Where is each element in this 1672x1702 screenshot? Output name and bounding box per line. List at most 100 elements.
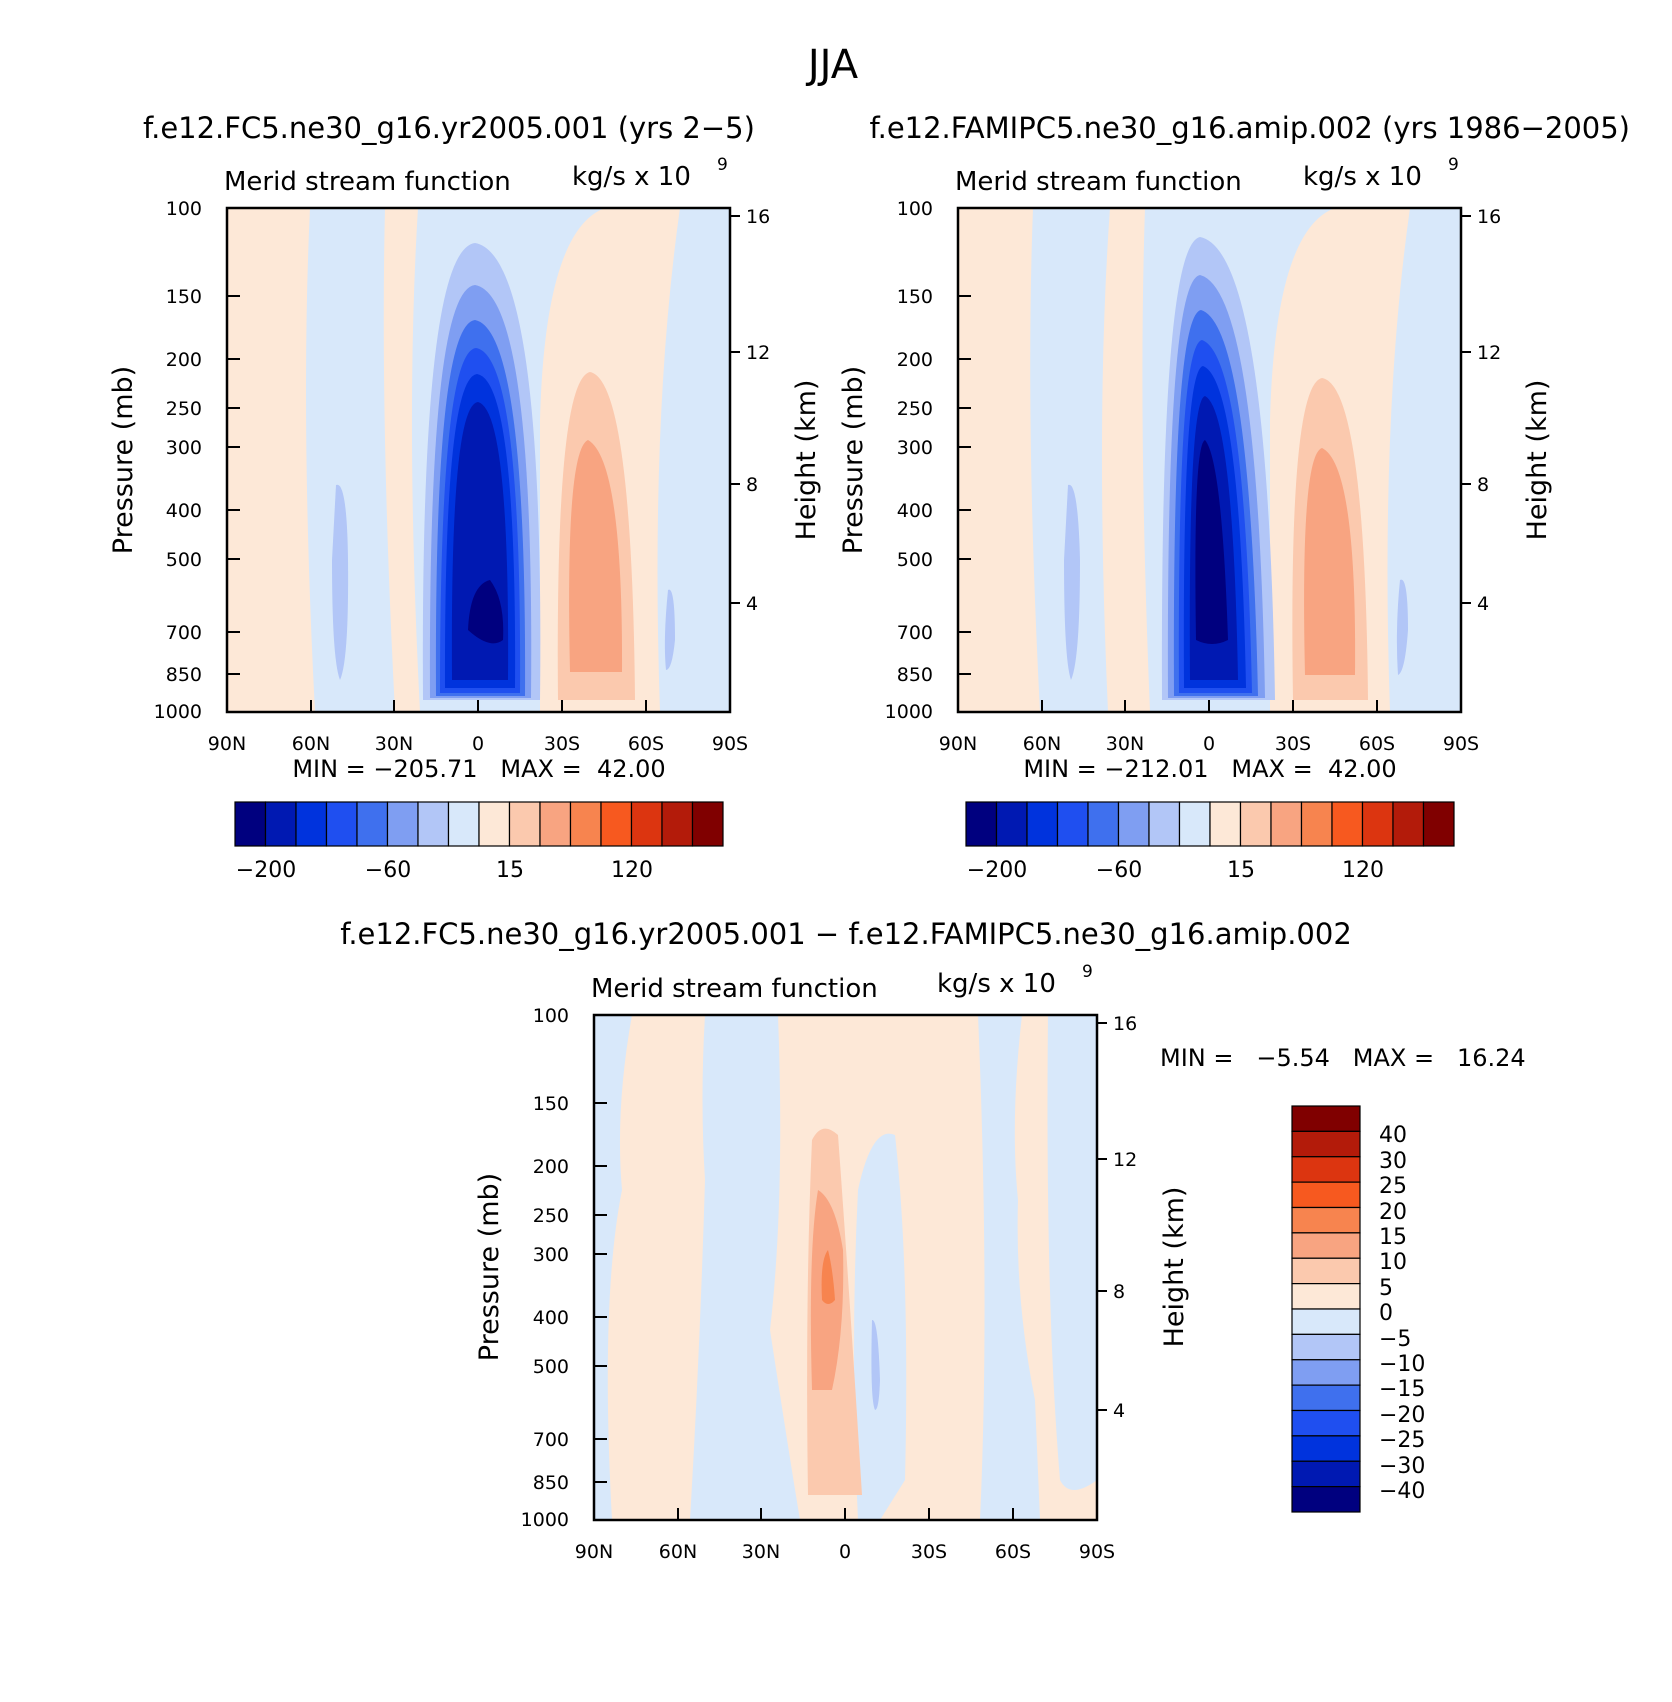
colorbar-label: −5 (1379, 1327, 1411, 1352)
ytick-label: 1000 (885, 701, 933, 723)
colorbar-box (1291, 1435, 1361, 1462)
colorbar-label: 120 (611, 858, 653, 883)
panel-left-xticklabels: 90N 60N 30N 0 30S 60S 90S (208, 733, 748, 755)
colorbar-box (264, 801, 297, 847)
panel-right-units: kg/s x 10 9 (1303, 155, 1459, 192)
ytick-label: 200 (533, 1156, 569, 1178)
colorbar-box (386, 801, 419, 847)
colorbar-box (447, 801, 480, 847)
panel-left-field-label: Merid stream function (224, 167, 511, 197)
colorbar-box (1291, 1333, 1361, 1361)
blob-nh-minor (332, 484, 349, 680)
band-nh-pos2 (345, 208, 420, 712)
ytick-right-label: 4 (1477, 593, 1489, 615)
ytick-label: 400 (897, 500, 933, 522)
colorbar-label: 15 (1379, 1225, 1407, 1250)
ytick-label: 700 (897, 622, 933, 644)
ytick-label: 400 (166, 500, 202, 522)
colorbar-label: −30 (1379, 1454, 1425, 1479)
blob-sh-minor (664, 589, 675, 670)
ytick-label: 300 (533, 1244, 569, 1266)
ytick-label: 300 (897, 437, 933, 459)
ytick-right-label: 12 (1477, 342, 1501, 364)
colorbar-box (539, 801, 572, 847)
colorbar-box (1270, 801, 1303, 847)
panel-left-units-label: kg/s x 10 (572, 162, 691, 192)
colorbar-box (325, 801, 358, 847)
ytick-label: 850 (897, 664, 933, 686)
colorbar-box (691, 801, 724, 847)
colorbar-box (1148, 801, 1181, 847)
cell-sh-2 (1304, 448, 1356, 675)
colorbar-box (1239, 801, 1272, 847)
xtick-label: 60S (1359, 733, 1395, 755)
colorbar-label: −200 (236, 858, 296, 883)
panel-right: f.e12.FAMIPC5.ne30_g16.amip.002 (yrs 198… (838, 111, 1630, 883)
panel-diff-units-exp: 9 (1082, 962, 1093, 982)
colorbar-box (569, 801, 602, 847)
colorbar-box (1291, 1384, 1361, 1412)
colorbar-box (1178, 801, 1211, 847)
ytick-label: 300 (166, 437, 202, 459)
figure-title: JJA (805, 42, 859, 88)
ytick-label: 700 (533, 1429, 569, 1451)
xtick-label: 30N (375, 733, 413, 755)
panel-right-units-label: kg/s x 10 (1303, 162, 1422, 192)
colorbar-box (600, 801, 633, 847)
panel-left-yticklabels-right: 16 12 8 4 (746, 206, 770, 615)
colorbar-box (1291, 1486, 1361, 1513)
colorbar-label: −200 (967, 858, 1027, 883)
blob-sh-minor (1396, 579, 1408, 675)
colorbar-label: 20 (1379, 1200, 1407, 1225)
xtick-label: 30N (742, 1541, 780, 1563)
ytick-right-label: 16 (746, 206, 770, 228)
colorbar-box (1291, 1232, 1361, 1259)
colorbar-label: 15 (496, 858, 524, 883)
ytick-right-label: 4 (1113, 1400, 1125, 1422)
xtick-label: 60N (659, 1541, 697, 1563)
panel-diff-field-label: Merid stream function (591, 974, 878, 1004)
panel-right-units-exp: 9 (1448, 155, 1459, 175)
colorbar-box (1087, 801, 1120, 847)
panel-right-colorbar (965, 801, 1455, 847)
xtick-label: 60N (292, 733, 330, 755)
ytick-right-label: 16 (1477, 206, 1501, 228)
panel-right-ylabel: Pressure (mb) (838, 366, 869, 554)
ytick-label: 200 (897, 349, 933, 371)
xtick-label: 60N (1023, 733, 1061, 755)
panel-right-ticks (958, 215, 1471, 712)
panel-diff-units: kg/s x 10 9 (937, 962, 1093, 999)
panel-right-ylabel-right: Height (km) (1522, 380, 1553, 541)
panel-diff-ticks (594, 1022, 1107, 1520)
ytick-label: 150 (533, 1093, 569, 1115)
panel-left-colorbar (234, 801, 724, 847)
xtick-label: 0 (472, 733, 484, 755)
ytick-right-label: 16 (1113, 1013, 1137, 1035)
ytick-right-label: 4 (746, 593, 758, 615)
panel-right-field-label: Merid stream function (955, 167, 1242, 197)
colorbar-box (417, 801, 450, 847)
pos-cell-max (821, 1250, 835, 1304)
colorbar-box (1291, 1181, 1361, 1209)
colorbar-label: 0 (1379, 1301, 1393, 1326)
panel-left-plot (227, 208, 730, 712)
blob-nh-minor (1064, 484, 1080, 680)
colorbar-label: 25 (1379, 1174, 1407, 1199)
colorbar-box (356, 801, 389, 847)
colorbar-box (1291, 1130, 1361, 1158)
ytick-label: 500 (897, 549, 933, 571)
panel-diff-title: f.e12.FC5.ne30_g16.yr2005.001 − f.e12.FA… (340, 917, 1352, 951)
colorbar-box (295, 801, 328, 847)
colorbar-label: −40 (1379, 1479, 1425, 1504)
ytick-label: 150 (897, 286, 933, 308)
colorbar-label: −60 (1096, 858, 1142, 883)
panel-right-colorbar-labels: −200 −60 15 120 (967, 858, 1384, 883)
xtick-label: 60S (995, 1541, 1031, 1563)
panel-diff-colorbar (1291, 1105, 1361, 1513)
colorbar-box (1209, 801, 1242, 847)
colorbar-box (1291, 1257, 1361, 1285)
xtick-label: 0 (839, 1541, 851, 1563)
panel-left: f.e12.FC5.ne30_g16.yr2005.001 (yrs 2−5) … (108, 111, 822, 883)
colorbar-box (1056, 801, 1089, 847)
